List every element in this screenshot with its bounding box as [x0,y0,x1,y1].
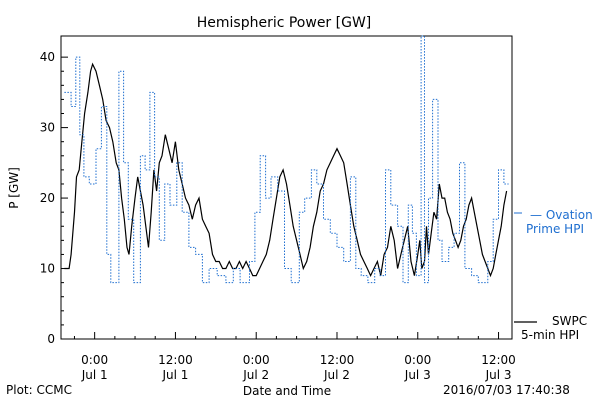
x-tick-time: 0:00 [243,353,270,367]
y-tick-label: 0 [47,332,55,346]
plot-timestamp: 2016/07/03 17:40:38 [443,383,570,397]
plot-credit: Plot: CCMC [6,383,72,397]
x-tick-date: Jul 3 [485,368,512,382]
x-tick-date: Jul 3 [404,368,431,382]
legend-swpc-line2: 5-min HPI [521,328,579,342]
x-tick-time: 0:00 [81,353,108,367]
x-tick-date: Jul 2 [323,368,350,382]
x-tick-date: Jul 1 [161,368,188,382]
y-tick-label: 10 [40,262,55,276]
series-line-swpc [64,62,508,278]
y-axis: 0 10 20 30 40 [40,50,68,346]
x-tick-time: 0:00 [404,353,431,367]
chart-title: Hemispheric Power [GW] [197,15,372,31]
series-line-ovation [64,35,509,284]
y-tick-label: 40 [40,50,55,64]
y-axis-label: P [GW] [7,167,21,209]
series-layer [64,35,509,284]
plot-frame [60,35,513,340]
x-tick-date: Jul 2 [242,368,269,382]
x-tick-time: 12:00 [158,353,193,367]
y-tick-label: 30 [40,121,55,135]
legend-swpc-line1: SWPC [552,314,587,328]
x-axis-label: Date and Time [243,384,331,398]
x-tick-time: 12:00 [320,353,355,367]
legend-ovation-line1: — Ovation [530,208,593,222]
y-tick-label: 20 [40,191,55,205]
legend-ovation-line2: Prime HPI [526,222,584,236]
x-tick-date: Jul 1 [81,368,108,382]
x-tick-time: 12:00 [481,353,516,367]
